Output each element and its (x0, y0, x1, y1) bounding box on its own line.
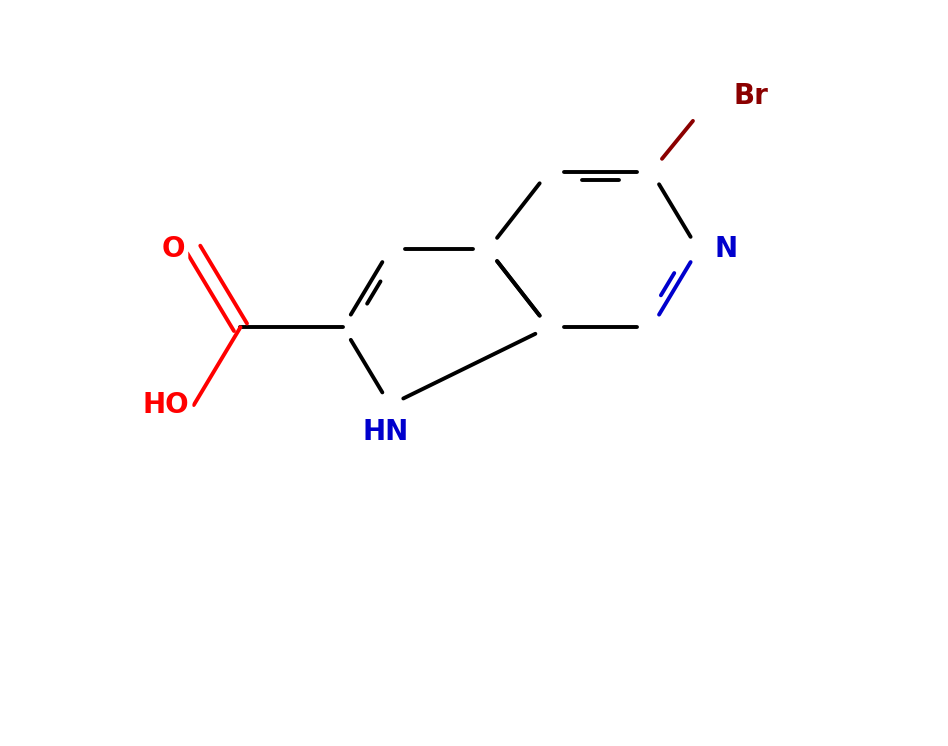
Text: HN: HN (362, 419, 409, 447)
Text: HO: HO (142, 391, 189, 419)
Text: Br: Br (734, 82, 769, 110)
Text: O: O (161, 236, 185, 263)
Text: N: N (715, 236, 738, 263)
